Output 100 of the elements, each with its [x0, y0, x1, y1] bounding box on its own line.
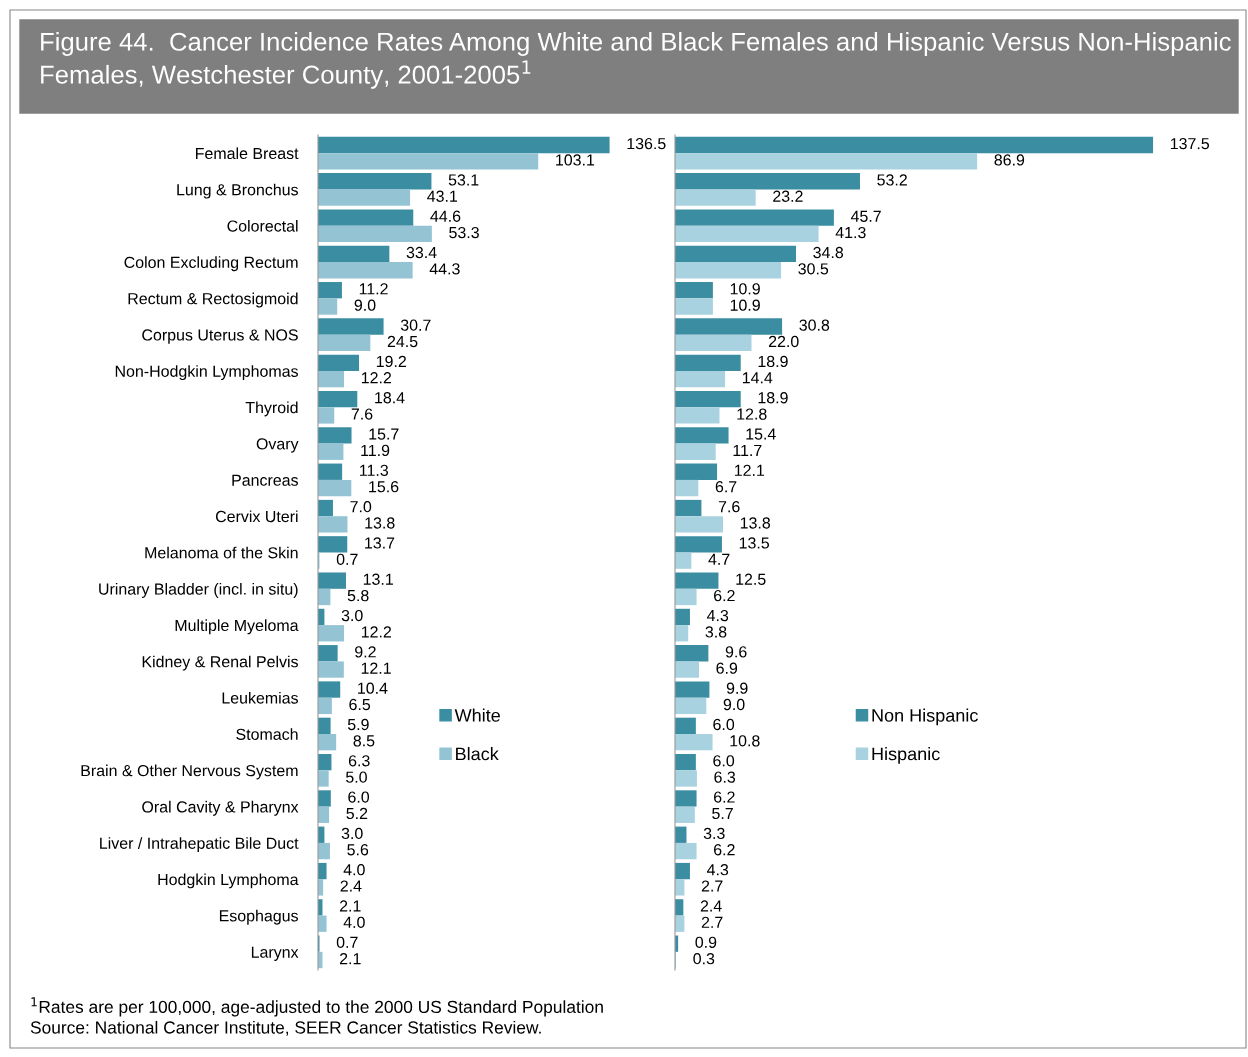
data-label: 53.1 [448, 174, 479, 186]
data-label: 14.4 [742, 372, 773, 384]
data-label: 3.8 [705, 626, 727, 638]
data-label: 12.5 [736, 573, 766, 585]
data-label: 0.7 [336, 553, 358, 565]
data-label: 7.6 [351, 408, 373, 420]
y-tick-label: Pancreas [232, 474, 298, 486]
y-tick-label: Non-Hodgkin Lymphomas [115, 365, 298, 381]
y-tick-label: Cervix Uteri [215, 510, 298, 523]
data-label: 23.2 [773, 190, 803, 202]
data-label: 41.3 [835, 226, 866, 239]
data-label: 7.0 [350, 501, 372, 513]
data-label: 5.7 [712, 807, 733, 820]
data-label: 7.6 [718, 501, 740, 513]
data-label: 5.0 [345, 771, 367, 783]
legend-label: Non Hispanic [872, 708, 978, 726]
data-label: 34.8 [813, 246, 844, 259]
legend-label: White [454, 708, 500, 722]
text: $^{1}$Rates are per 100,000, age-adjusted to the 2000 US Standard Population [31, 997, 603, 1017]
data-label: 12.1 [361, 662, 391, 674]
data-label: 12.1 [734, 464, 765, 476]
data-label: 10.9 [730, 299, 760, 311]
legend-label: Black [456, 747, 499, 761]
data-label: 12.2 [361, 626, 392, 638]
data-label: 11.2 [359, 283, 388, 295]
source-note: Source: National Cancer Institute, SEER Cancer Statistics Review. [30, 1020, 541, 1036]
y-tick-label: Kidney & Renal Pelvis [142, 655, 298, 671]
data-label: 9.2 [355, 646, 376, 658]
data-label: 10.4 [358, 682, 388, 694]
data-label: 4.3 [706, 864, 729, 876]
data-label: 6.3 [348, 755, 370, 767]
data-label: 10.8 [730, 735, 760, 747]
data-label: 137.5 [1170, 137, 1210, 150]
data-label: 12.2 [361, 372, 392, 384]
data-label: 6.9 [716, 662, 738, 674]
data-label: 0.3 [693, 952, 715, 965]
data-label: 2.4 [340, 880, 362, 892]
data-label: 30.8 [799, 319, 830, 331]
data-label: 13.7 [365, 537, 395, 549]
data-label: 6.0 [713, 755, 735, 767]
data-label: 53.2 [877, 174, 907, 186]
y-tick-label: Esophagus [219, 909, 298, 925]
data-label: 3.0 [341, 609, 363, 622]
y-tick-label: Melanoma of the Skin [145, 546, 298, 559]
data-label: 44.6 [430, 210, 461, 222]
data-label: 5.8 [347, 589, 369, 602]
data-label: 22.0 [768, 335, 799, 348]
data-label: 6.5 [349, 698, 371, 711]
data-label: 4.0 [343, 916, 365, 928]
data-label: 9.6 [725, 646, 747, 658]
legend-label: Hispanic [872, 747, 940, 764]
data-label: 4.3 [706, 609, 729, 622]
y-tick-label: Brain & Other Nervous System [81, 764, 298, 780]
data-label: 45.7 [850, 210, 881, 222]
data-label: 11.7 [733, 444, 762, 456]
y-tick-label: Ovary [256, 438, 299, 453]
data-label: 13.1 [363, 573, 393, 585]
data-label: 6.0 [348, 791, 370, 803]
data-label: 2.4 [700, 900, 722, 912]
data-label: 33.4 [406, 246, 437, 259]
data-label: 15.7 [369, 428, 399, 440]
data-label: 44.3 [429, 263, 460, 275]
y-tick-label: Rectum & Rectosigmoid [128, 292, 298, 308]
chart-title: Figure 44. Cancer Incidence Rates Among White and Black Females and Hispanic Versus Non-Hispanic Females, Westchester County, 2001-2005$^{1}$ [41, 32, 1231, 89]
data-label: 6.7 [715, 481, 737, 493]
y-tick-label: Colorectal [227, 219, 298, 232]
data-label: 6.0 [713, 718, 735, 731]
data-label: 11.3 [360, 464, 389, 477]
y-tick-label: Larynx [251, 946, 299, 961]
y-tick-label: Lung & Bronchus [177, 183, 298, 199]
data-label: 2.7 [701, 916, 723, 928]
data-label: 13.8 [365, 517, 395, 529]
y-tick-label: Corpus Uterus & NOS [142, 329, 298, 344]
y-tick-label: Hodgkin Lymphoma [158, 873, 299, 889]
data-label: 86.9 [994, 154, 1025, 166]
data-label: 30.7 [400, 319, 431, 331]
data-label: 6.2 [714, 791, 735, 803]
data-label: 103.1 [556, 154, 595, 166]
data-label: 24.5 [387, 335, 418, 348]
y-tick-label: Stomach [236, 728, 298, 740]
data-label: 3.3 [703, 827, 725, 840]
data-label: 15.4 [746, 428, 776, 440]
data-label: 30.5 [798, 263, 829, 275]
y-tick-label: Colon Excluding Rectum [124, 256, 298, 272]
data-label: 5.6 [347, 844, 369, 856]
data-label: 6.2 [714, 589, 735, 602]
data-label: 6.2 [714, 844, 735, 856]
data-label: 18.9 [758, 355, 788, 368]
data-label: 4.7 [708, 553, 730, 565]
data-label: 3.0 [341, 827, 363, 840]
y-tick-label: Oral Cavity & Pharynx [142, 800, 299, 816]
data-label: 4.0 [343, 864, 365, 876]
data-label: 0.7 [336, 936, 358, 948]
data-label: 5.9 [347, 718, 369, 731]
data-label: 5.2 [346, 807, 368, 820]
y-tick-label: Liver / Intrahepatic Bile Duct [100, 837, 299, 853]
data-label: 2.1 [339, 900, 361, 912]
data-label: 9.0 [723, 698, 745, 711]
data-label: 9.0 [354, 299, 376, 311]
data-label: 2.7 [701, 880, 723, 892]
